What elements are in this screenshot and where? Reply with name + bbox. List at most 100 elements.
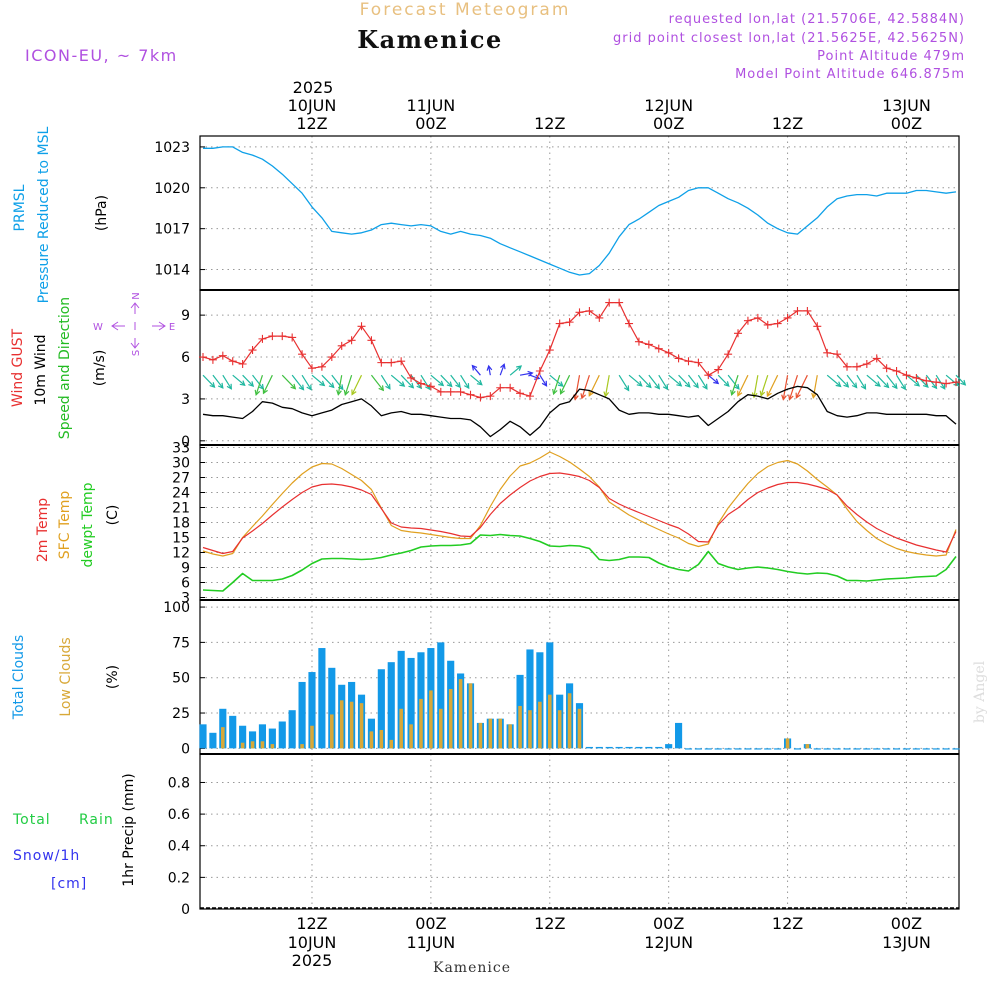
y-tick-label: 18 bbox=[172, 516, 190, 532]
total-cloud-bar bbox=[833, 748, 841, 750]
gust-marker bbox=[664, 348, 673, 357]
total-cloud-bar bbox=[922, 748, 930, 750]
total-cloud-bar bbox=[675, 722, 683, 749]
low-cloud-bar bbox=[429, 690, 433, 749]
total-cloud-bar bbox=[734, 748, 742, 750]
wind-arrow bbox=[351, 374, 363, 395]
total-cloud-bar bbox=[397, 650, 405, 749]
wind-arrow-head bbox=[217, 382, 224, 389]
watermark: by Angel bbox=[972, 660, 988, 723]
low-cloud-bar bbox=[379, 729, 384, 749]
total-cloud-bar bbox=[813, 748, 821, 750]
top-date-label: 13JUN bbox=[882, 96, 931, 115]
total-cloud-bar bbox=[278, 721, 286, 749]
y-tick-label: 0 bbox=[181, 902, 190, 918]
wind-arrow bbox=[232, 374, 246, 386]
wind-arrow bbox=[812, 375, 818, 398]
y-tick-label: 24 bbox=[172, 486, 190, 502]
panel-frame bbox=[199, 753, 960, 910]
gust-marker bbox=[843, 362, 852, 371]
gust-marker bbox=[516, 389, 525, 398]
wind-arrow bbox=[648, 374, 660, 389]
gust-marker bbox=[823, 348, 832, 357]
y-tick-label: 21 bbox=[172, 501, 190, 517]
top-hour-label: 00Z bbox=[415, 114, 446, 133]
gust-marker bbox=[199, 353, 207, 362]
total-cloud-bar bbox=[873, 748, 881, 750]
gust-marker bbox=[506, 383, 515, 392]
gust-marker bbox=[218, 351, 227, 360]
total-cloud-bar bbox=[268, 728, 276, 749]
low-cloud-bar bbox=[310, 725, 314, 749]
wind-arrow-head bbox=[684, 381, 691, 388]
wind-arrow bbox=[311, 374, 325, 386]
wind-arrow bbox=[737, 374, 749, 396]
sfc-temp-line bbox=[202, 451, 957, 557]
wind-gust-line bbox=[202, 302, 957, 399]
wind-arrow bbox=[866, 374, 881, 387]
y-tick-label: 0.8 bbox=[168, 775, 190, 791]
prmsl-label: PRMSL bbox=[12, 184, 28, 231]
low-cloud-bar bbox=[468, 683, 473, 749]
top-hour-label: 12Z bbox=[772, 114, 803, 133]
panel-precip: 0 0.2 0.4 0.6 0.8 bbox=[168, 753, 960, 918]
total-cloud-bar bbox=[258, 724, 267, 749]
total-cloud-bar bbox=[595, 746, 603, 749]
total-cloud-bar bbox=[526, 649, 534, 749]
y-tick-label: 0.6 bbox=[168, 807, 190, 823]
compass-rose-icon: N S W E bbox=[93, 292, 175, 356]
wind-arrow bbox=[826, 374, 841, 387]
wind-arrow-head bbox=[486, 364, 493, 371]
gust-marker bbox=[654, 344, 663, 353]
panel-pressure-labels: PRMSL Pressure Reduced to MSL (hPa) bbox=[12, 126, 110, 303]
wind-arrow bbox=[291, 374, 304, 391]
wind-arrow-head bbox=[378, 385, 385, 392]
gust-marker bbox=[565, 318, 574, 327]
wind-arrow-head bbox=[874, 381, 881, 387]
total-cloud-bar bbox=[318, 648, 326, 749]
wind-arrow-head bbox=[343, 389, 350, 396]
bottom-hour-label: 00Z bbox=[891, 914, 922, 933]
wind-arrow-head bbox=[734, 383, 740, 390]
wind-arrow-head bbox=[328, 382, 335, 389]
total-cloud-bar bbox=[199, 724, 207, 749]
wind-arrow-head bbox=[209, 382, 216, 388]
wind-arrow bbox=[331, 374, 344, 390]
total-cloud-bar bbox=[536, 652, 544, 749]
total-cloud-bar bbox=[655, 746, 663, 749]
bottom-hour-label: 12Z bbox=[296, 914, 327, 933]
total-label: Total bbox=[12, 812, 51, 828]
wind-arrow-head bbox=[290, 383, 297, 390]
wind-arrow-head bbox=[408, 382, 415, 389]
low-cloud-bar bbox=[221, 727, 225, 749]
wind-arrow-head bbox=[900, 384, 906, 391]
wind-arrow-head bbox=[455, 382, 461, 389]
wind-speed-dir-label: Speed and Direction bbox=[57, 297, 73, 439]
wind-arrow-head bbox=[860, 383, 867, 390]
gust-marker bbox=[307, 364, 316, 373]
wind-arrow bbox=[344, 374, 353, 395]
gust-marker bbox=[714, 365, 723, 374]
dewpt-temp-line bbox=[202, 533, 957, 592]
wind-arrow bbox=[202, 374, 215, 388]
wind-arrow bbox=[697, 374, 708, 390]
wind-arrow-head bbox=[248, 381, 255, 387]
wind-arrow-head bbox=[702, 383, 708, 390]
wind-arrow bbox=[450, 374, 461, 388]
top-hour-label: 12Z bbox=[534, 114, 565, 133]
wind-arrow-head bbox=[693, 382, 699, 389]
panel-wind-labels: Wind GUST 10m Wind Speed and Direction (… bbox=[10, 292, 175, 439]
wind-arrow-head bbox=[351, 389, 357, 396]
wind-arrow-head bbox=[552, 388, 558, 396]
gust-marker bbox=[922, 376, 931, 385]
gust-marker bbox=[575, 308, 584, 317]
wind-arrow-head bbox=[781, 394, 787, 401]
wind-arrow bbox=[380, 374, 391, 390]
gust-marker bbox=[902, 371, 911, 380]
gust-marker bbox=[278, 332, 287, 341]
wind-arrow bbox=[560, 374, 571, 394]
gust-marker bbox=[407, 373, 416, 382]
